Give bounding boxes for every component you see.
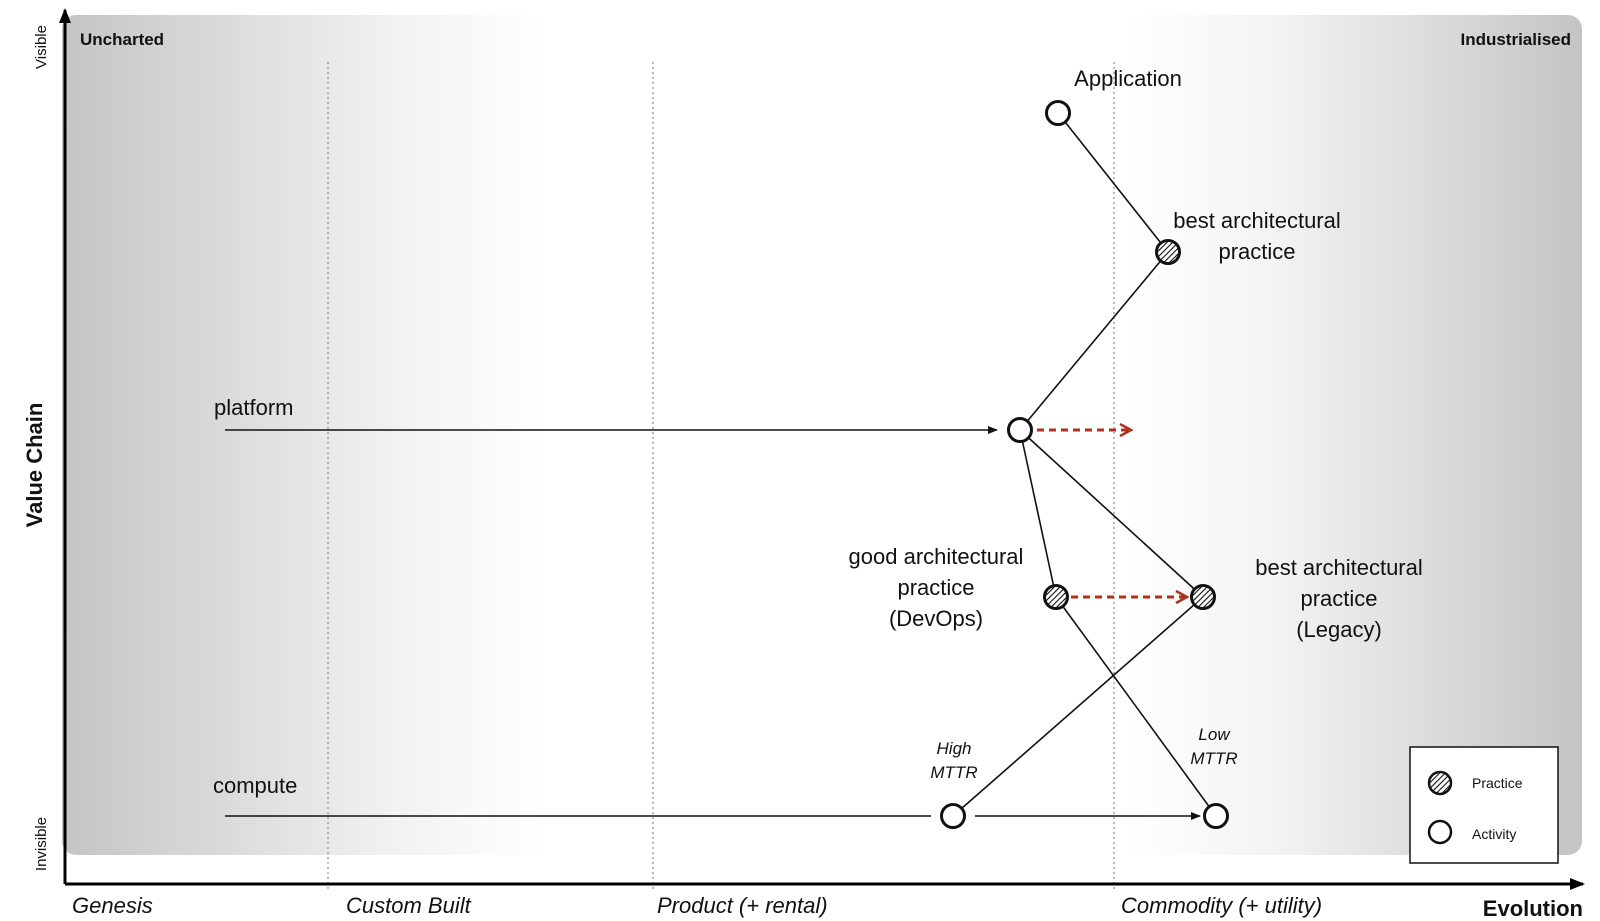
compute-high-mttr-node [940,803,966,829]
best-practice-legacy-label-1: best architectural [1255,555,1423,580]
stage-product: Product (+ rental) [657,893,828,918]
compute-low-mttr-node [1203,803,1229,829]
good-practice-devops-node [1043,584,1069,610]
legend-practice-icon [1427,770,1453,796]
application-label: Application [1074,66,1182,91]
stage-custom-built: Custom Built [346,893,472,918]
best-practice-legacy-label-2: practice [1300,586,1377,611]
good-practice-label-2: practice [897,575,974,600]
compute-label: compute [213,773,297,798]
legend-box [1409,746,1559,864]
platform-label: platform [214,395,293,420]
platform-node [1007,417,1033,443]
legend: Practice Activity [1409,746,1559,864]
best-practice-legacy-label-3: (Legacy) [1296,617,1382,642]
high-mttr-label-2: MTTR [930,763,977,782]
evolution-label: Evolution [1483,896,1583,921]
stage-commodity: Commodity (+ utility) [1121,893,1322,918]
visible-label: Visible [33,25,50,69]
industrialised-label: Industrialised [1460,30,1571,49]
value-chain-label: Value Chain [22,403,47,528]
stage-dividers [327,62,1115,890]
legend-activity-label: Activity [1472,826,1516,842]
high-mttr-label-1: High [937,739,972,758]
low-mttr-label-2: MTTR [1190,749,1237,768]
best-practice-legacy-node [1190,584,1216,610]
uncharted-label: Uncharted [80,30,164,49]
good-practice-label-3: (DevOps) [889,606,983,631]
application-node [1045,100,1071,126]
invisible-label: Invisible [33,817,50,871]
value-chain-links [952,112,1217,817]
legend-practice-label: Practice [1472,775,1523,791]
low-mttr-label-1: Low [1198,725,1231,744]
best-practice-top-node [1155,239,1181,265]
stage-genesis: Genesis [72,893,153,918]
best-practice-top-label-1: best architectural [1173,208,1341,233]
good-practice-label-1: good architectural [849,544,1024,569]
map-background [62,15,1582,855]
legend-activity-icon [1427,819,1453,845]
best-practice-top-label-2: practice [1218,239,1295,264]
